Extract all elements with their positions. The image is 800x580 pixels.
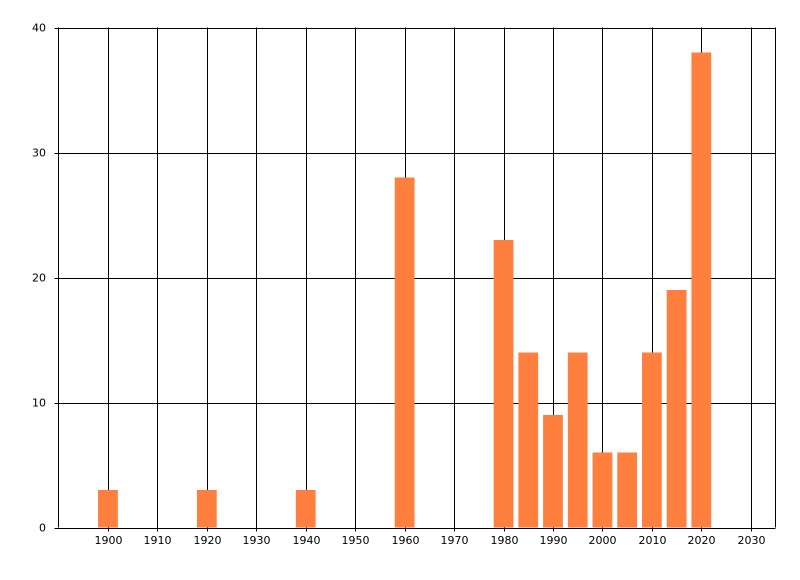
x-tick-label: 1910 (144, 534, 172, 547)
x-tick-label: 2020 (688, 534, 716, 547)
bar (543, 415, 563, 528)
x-tick-label: 1920 (194, 534, 222, 547)
y-tick-label: 20 (32, 272, 46, 285)
x-tick-label: 2010 (639, 534, 667, 547)
x-tick-label: 1980 (491, 534, 519, 547)
bar (592, 452, 613, 528)
x-tick-label: 1970 (441, 534, 469, 547)
bar (98, 490, 118, 528)
bar (567, 352, 588, 528)
bar (196, 490, 217, 528)
x-tick-label: 1960 (392, 534, 420, 547)
bar (666, 290, 687, 528)
bar (617, 452, 638, 528)
y-tick-label: 30 (32, 147, 46, 160)
y-tick-label: 0 (39, 522, 46, 535)
y-tick-label: 10 (32, 397, 46, 410)
bar (493, 240, 514, 528)
x-tick-label: 2030 (738, 534, 766, 547)
bar (518, 352, 539, 528)
x-tick-label: 1940 (293, 534, 321, 547)
bar (394, 177, 415, 528)
bar (641, 352, 662, 528)
bar (691, 52, 712, 528)
x-tick-label: 1900 (95, 534, 123, 547)
x-tick-label: 1930 (243, 534, 271, 547)
x-tick-label: 1950 (342, 534, 370, 547)
y-tick-label: 40 (32, 22, 46, 35)
x-tick-label: 1990 (540, 534, 568, 547)
x-tick-label: 2000 (589, 534, 617, 547)
bar (295, 490, 316, 528)
